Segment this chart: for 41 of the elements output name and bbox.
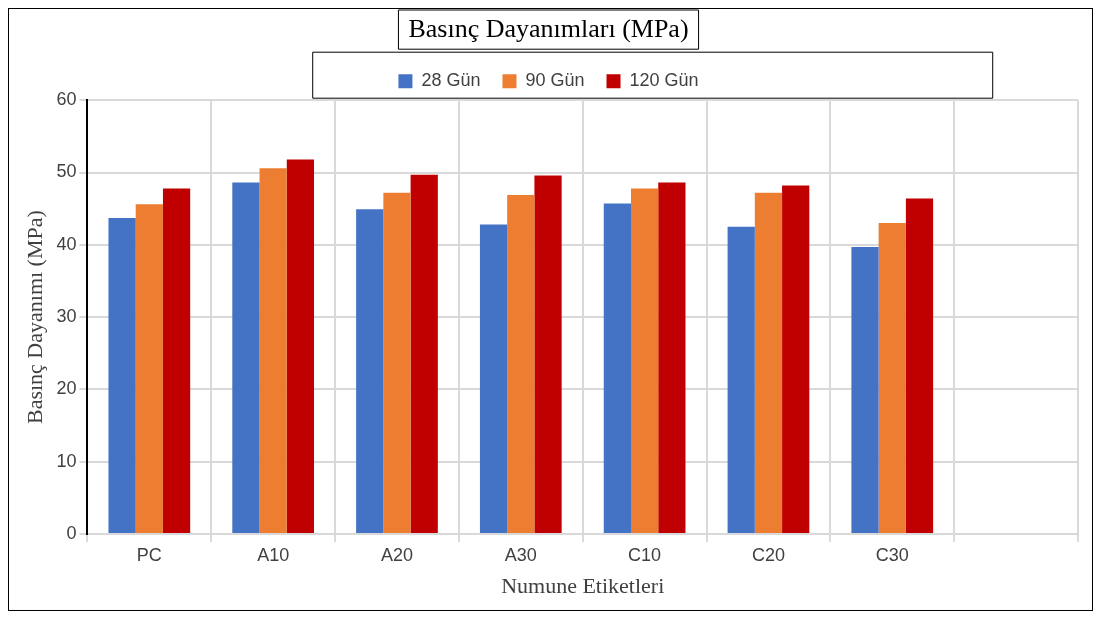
bar (135, 204, 163, 533)
bar (286, 159, 315, 533)
y-tick-label: 30 (56, 306, 77, 327)
y-tick-label: 40 (56, 233, 77, 254)
bar (851, 246, 879, 533)
bar (162, 188, 191, 533)
x-axis-title: Numune Etiketleri (501, 572, 665, 598)
bar (727, 226, 755, 533)
x-tick-label: C30 (875, 544, 909, 565)
bar (259, 168, 287, 533)
bar (905, 198, 934, 533)
legend-label: 28 Gün (421, 70, 481, 91)
y-tick-label: 20 (56, 378, 77, 399)
y-tick-label: 0 (66, 522, 77, 543)
bar (534, 175, 562, 533)
bar (631, 188, 659, 533)
bar (383, 192, 411, 533)
bar (410, 174, 438, 533)
bar (507, 194, 535, 533)
y-tick-label: 10 (56, 450, 77, 471)
legend-label: 120 Gün (629, 70, 699, 91)
chart-title: Basınç Dayanımları (MPa) (408, 14, 689, 44)
bar (479, 224, 508, 533)
legend-label: 90 Gün (525, 70, 585, 91)
bar (232, 182, 260, 533)
bar (603, 203, 631, 533)
x-tick-label: C20 (751, 544, 785, 565)
x-tick-label: A20 (380, 544, 413, 565)
bar (878, 223, 906, 533)
bar (782, 185, 810, 533)
x-tick-label: PC (136, 544, 162, 565)
x-tick-label: A10 (257, 544, 290, 565)
y-tick-label: 50 (56, 161, 77, 182)
bar (754, 192, 783, 533)
bar (658, 182, 686, 533)
x-tick-label: C10 (628, 544, 662, 565)
bar (108, 218, 136, 533)
y-axis-title: Basınç Dayanımı (MPa) (21, 210, 47, 425)
bar (356, 209, 384, 533)
x-tick-label: A30 (504, 544, 537, 565)
y-tick-label: 60 (56, 89, 77, 110)
